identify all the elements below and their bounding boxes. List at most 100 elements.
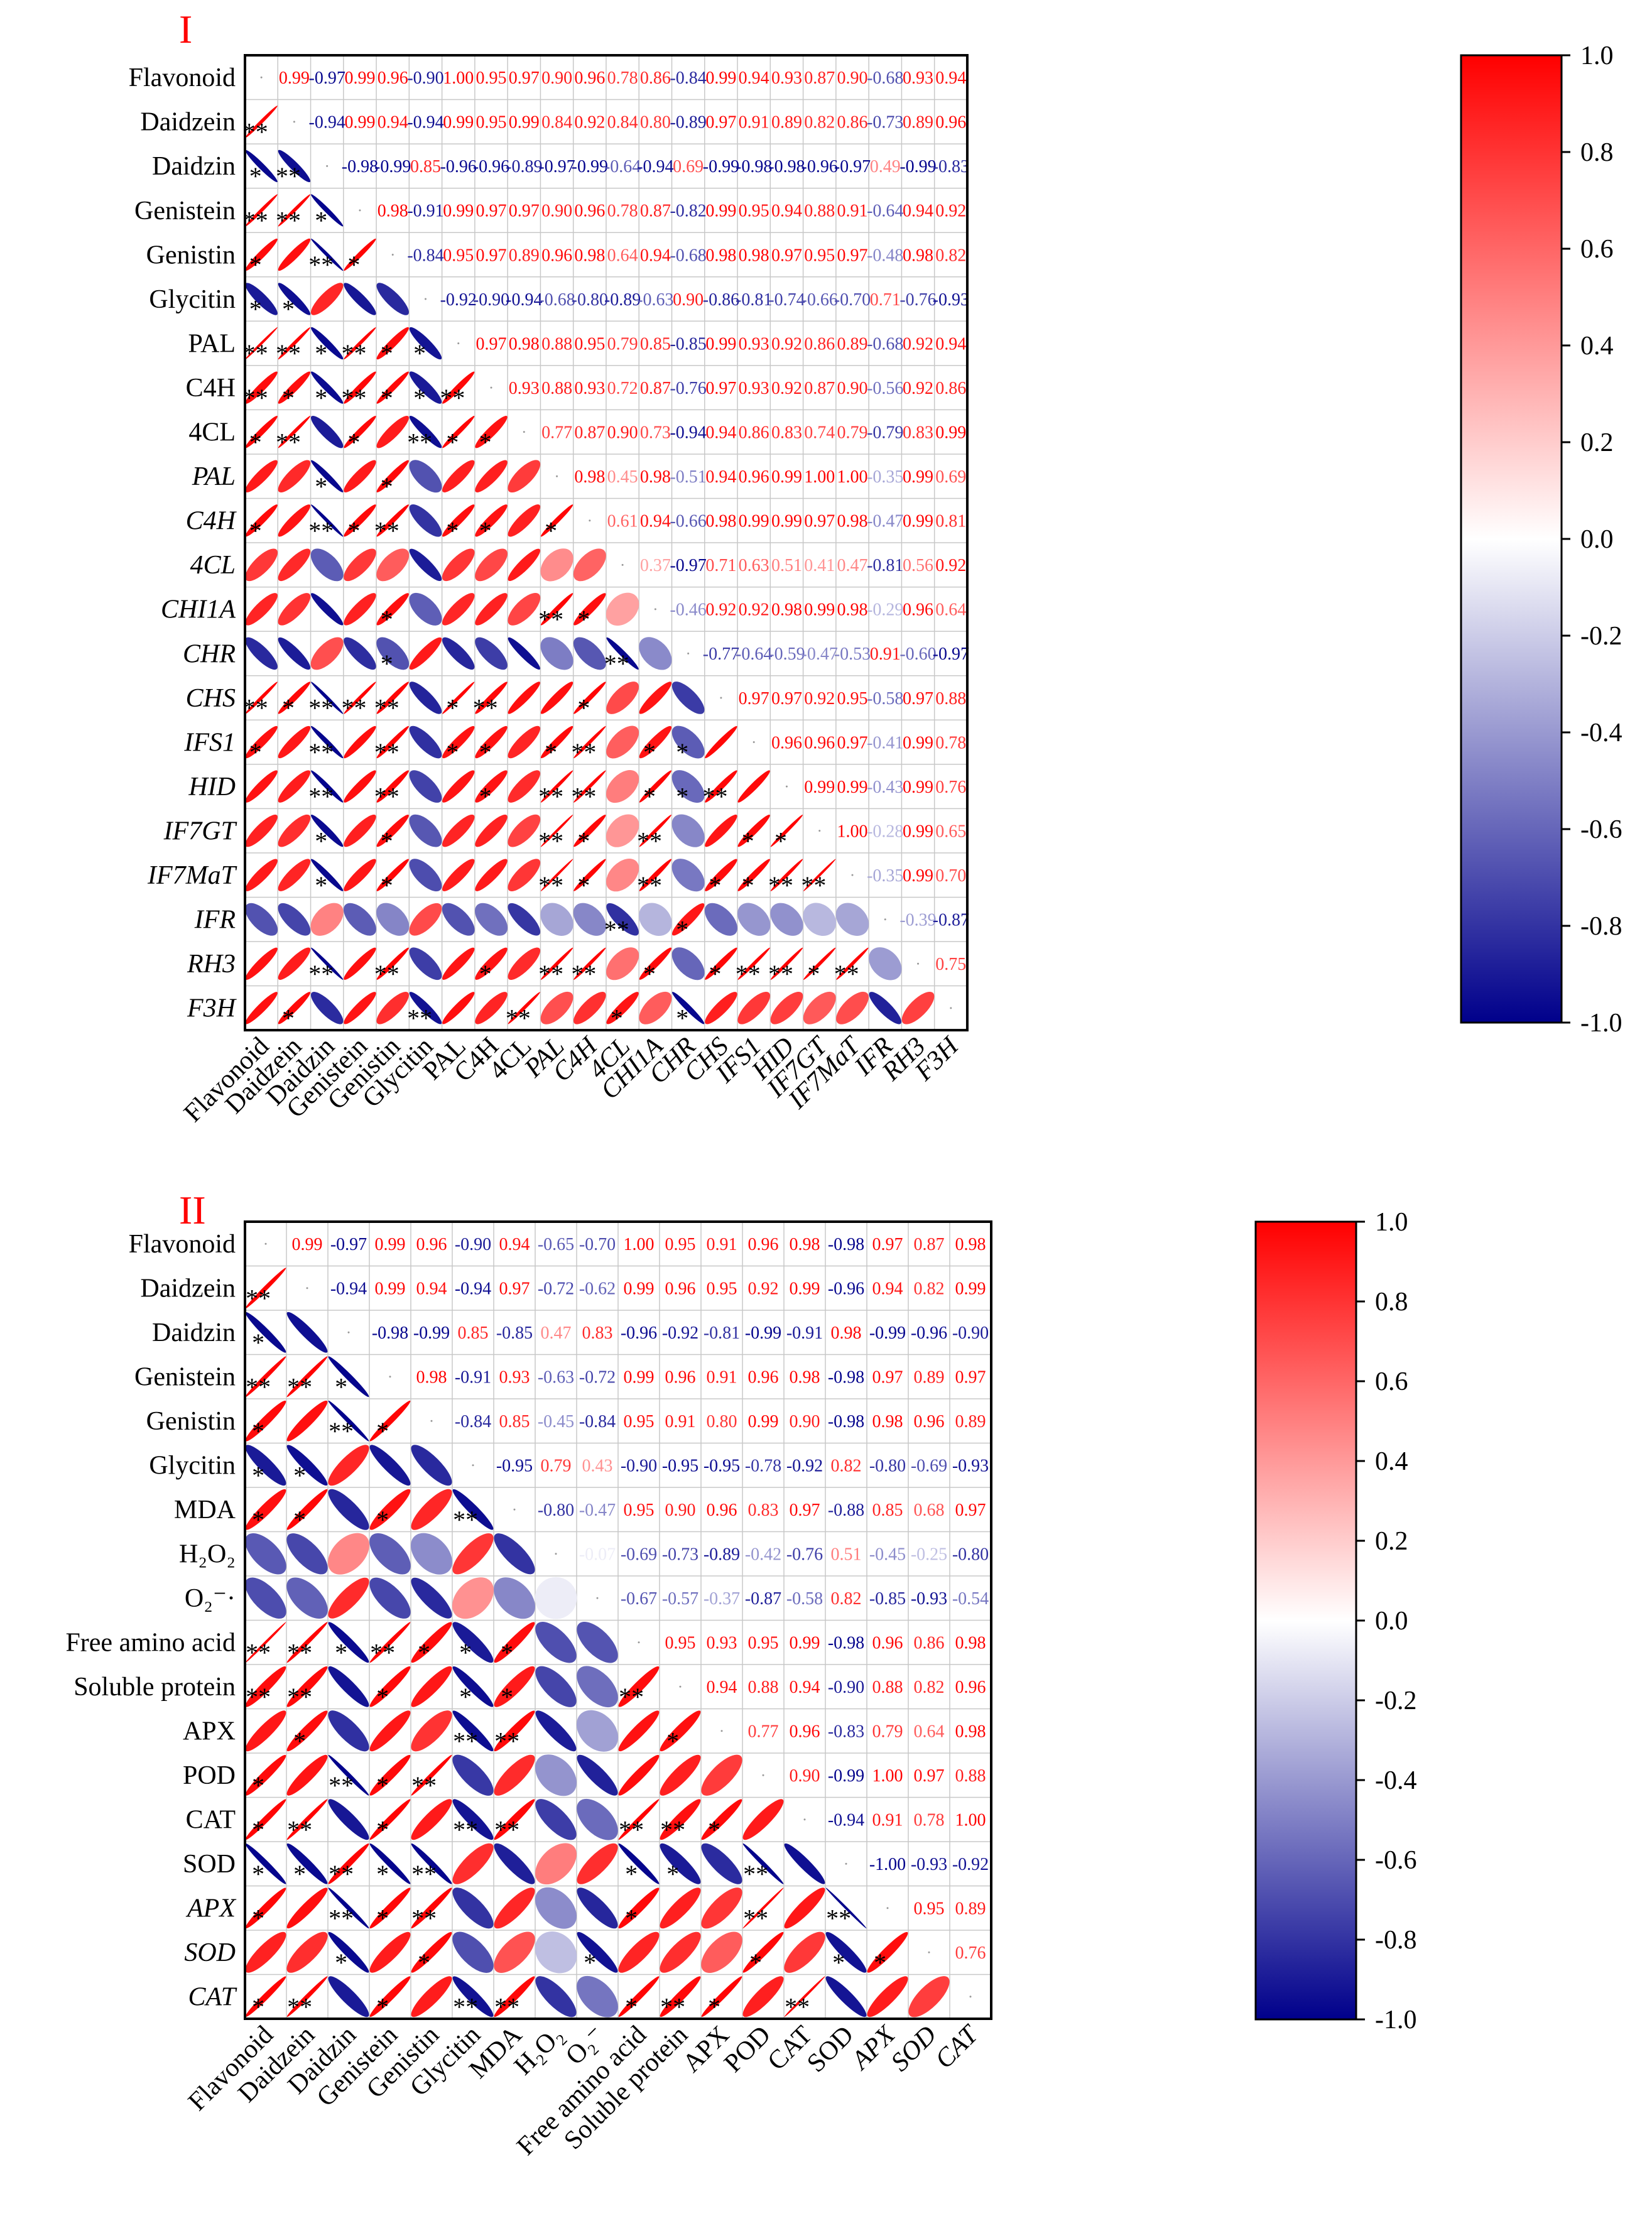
panel-1-value-label: 0.96 <box>935 113 966 133</box>
panel-2-ellipse <box>452 1931 494 1973</box>
panel-2-ellipse <box>411 1976 452 2018</box>
panel-2-row-label: Daidzein <box>140 1274 236 1303</box>
panel-2-ellipse <box>452 1754 494 1796</box>
panel-2-column-label: APX <box>845 2019 902 2077</box>
panel-2-value-label: -0.91 <box>455 1368 491 1388</box>
panel-1-ellipse <box>278 593 311 626</box>
panel-1-diagonal-dot <box>917 962 920 965</box>
panel-1-ellipse <box>245 106 278 138</box>
panel-1-value-label: -0.41 <box>867 733 903 752</box>
panel-2-value-label: 0.88 <box>872 1678 903 1697</box>
panel-1-ellipse <box>639 859 672 891</box>
panel-2-value-label: 0.88 <box>748 1678 779 1697</box>
panel-1-colorbar-tick-label: -0.8 <box>1580 912 1622 941</box>
panel-1-value-label: -0.96 <box>440 157 477 177</box>
panel-1-diagonal-dot <box>621 563 624 566</box>
panel-1-diagonal-dot <box>523 431 525 433</box>
panel-1-value-label: 0.70 <box>935 866 966 886</box>
panel-1-row-label: PAL <box>188 329 236 358</box>
panel-1-ellipse <box>606 725 639 759</box>
panel-2-row-label: APX <box>183 1717 236 1746</box>
panel-2-diagonal-dot <box>969 1996 972 1998</box>
panel-2-significance: ** <box>494 1815 519 1844</box>
panel-2-significance: * <box>625 1904 638 1932</box>
panel-1-value-label: 0.76 <box>935 778 966 797</box>
panel-1-ellipse <box>344 992 376 1024</box>
panel-2-ellipse <box>618 1754 660 1796</box>
panel-1-value-label: 0.97 <box>705 379 736 398</box>
panel-2-value-label: 0.94 <box>416 1279 447 1299</box>
panel-1-value-label: 0.47 <box>837 556 867 575</box>
panel-1-value-label: 0.94 <box>378 113 408 133</box>
panel-2-value-label: -0.85 <box>496 1323 533 1343</box>
panel-1-value-label: 0.56 <box>903 556 933 575</box>
panel-2-significance: * <box>252 1904 264 1932</box>
panel-2-ellipse <box>286 1710 328 1752</box>
panel-1-ellipse <box>409 460 442 493</box>
panel-2-value-label: 0.80 <box>707 1412 737 1431</box>
panel-1-ellipse <box>606 682 639 714</box>
panel-2-ellipse <box>867 1931 908 1973</box>
panel-1-ellipse <box>737 947 770 980</box>
panel-2-value-label: 0.88 <box>955 1766 986 1786</box>
panel-2-significance: * <box>252 1815 264 1844</box>
panel-1-ellipse <box>245 859 278 891</box>
panel-2-ellipse <box>286 1622 328 1663</box>
panel-1-value-label: 0.94 <box>771 202 802 221</box>
panel-1-ellipse <box>310 283 344 315</box>
panel-2-significance: * <box>293 1727 306 1755</box>
panel-2-significance: * <box>293 1860 306 1888</box>
panel-1-ellipse <box>409 327 442 360</box>
panel-2-frame <box>244 1220 992 2020</box>
panel-2-ellipse <box>784 1843 825 1884</box>
panel-1-value-label: 0.77 <box>541 423 572 442</box>
panel-1-ellipse <box>311 327 344 360</box>
panel-2-significance: * <box>418 1948 430 1977</box>
panel-1-value-label: 0.99 <box>509 113 540 133</box>
panel-1-value-label: -0.47 <box>802 644 838 664</box>
panel-2-row-label: H₂O₂ <box>179 1540 236 1569</box>
panel-1-value-label: 0.91 <box>837 202 867 221</box>
panel-1-ellipse <box>508 504 541 537</box>
panel-2-ellipse <box>660 1799 701 1840</box>
panel-1-significance: ** <box>571 738 596 766</box>
panel-2-significance: ** <box>411 1860 437 1888</box>
panel-1-ellipse <box>639 815 671 847</box>
panel-2-significance: ** <box>494 1727 519 1755</box>
panel-2-ellipse <box>742 1843 784 1884</box>
panel-1-significance: ** <box>243 207 268 235</box>
panel-1-value-label: -0.28 <box>867 822 903 841</box>
panel-2-value-label: 0.96 <box>748 1368 779 1388</box>
panel-1-value-label: -0.97 <box>538 157 575 177</box>
panel-1-significance: ** <box>506 1004 531 1032</box>
panel-1-value-label: 0.87 <box>804 68 835 88</box>
panel-1-ellipse <box>409 371 442 404</box>
panel-1-ellipse <box>245 992 278 1024</box>
panel-1-significance: * <box>676 915 688 943</box>
panel-1-ellipse <box>245 682 278 714</box>
panel-1-colorbar-tick-label: 0.4 <box>1580 332 1614 361</box>
panel-2-ellipse <box>701 1976 742 2018</box>
panel-2-value-label: -0.89 <box>704 1545 740 1565</box>
panel-1-value-label: -0.91 <box>407 202 443 221</box>
panel-2-ellipse <box>411 1799 452 1840</box>
panel-1-value-label: 0.83 <box>771 423 802 442</box>
panel-2-column-label: CAT <box>930 2019 985 2075</box>
panel-1-value-label: -0.86 <box>703 290 739 310</box>
panel-1-ellipse <box>508 859 541 891</box>
panel-1-row-label: CHI1A <box>161 595 236 624</box>
panel-2-ellipse <box>742 1976 784 2018</box>
panel-2-value-label: 0.51 <box>831 1545 862 1565</box>
panel-2-significance: * <box>376 1904 389 1932</box>
panel-2-significance: * <box>252 1992 264 2021</box>
panel-1-value-label: 0.87 <box>640 379 671 398</box>
panel-2-ellipse <box>286 1400 328 1442</box>
panel-1-ellipse <box>475 548 508 582</box>
panel-1-ellipse <box>508 460 541 493</box>
panel-1-significance: ** <box>571 960 596 988</box>
panel-1-significance: * <box>643 738 656 766</box>
panel-1-value-label: 0.99 <box>344 68 375 88</box>
panel-1-ellipse <box>540 991 573 1024</box>
panel-1-significance: * <box>348 428 361 456</box>
panel-1-ellipse <box>639 903 672 937</box>
